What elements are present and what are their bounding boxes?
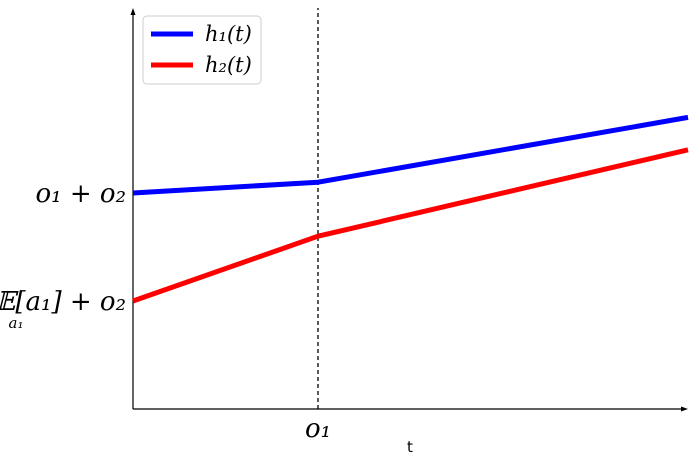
legend-label-h1: h₁(t) bbox=[205, 22, 252, 46]
x-axis-arrow bbox=[681, 406, 688, 412]
series-layer bbox=[132, 114, 689, 304]
axes bbox=[130, 8, 688, 412]
y-axis-arrow bbox=[130, 8, 136, 15]
legend-label-h2: h₂(t) bbox=[205, 53, 252, 77]
y-tick-subscript: a₁ bbox=[9, 314, 24, 332]
x-axis-title: t bbox=[407, 438, 413, 456]
legend: h₁(t) h₂(t) bbox=[142, 15, 262, 85]
x-tick-label: o₁ bbox=[305, 414, 331, 444]
series-line-h2 bbox=[132, 147, 689, 304]
y-tick-label: o₁ + o₂ bbox=[36, 179, 126, 209]
series-line-h1 bbox=[132, 114, 689, 196]
y-tick-label: 𝔼[a₁] + o₂ bbox=[0, 287, 126, 317]
